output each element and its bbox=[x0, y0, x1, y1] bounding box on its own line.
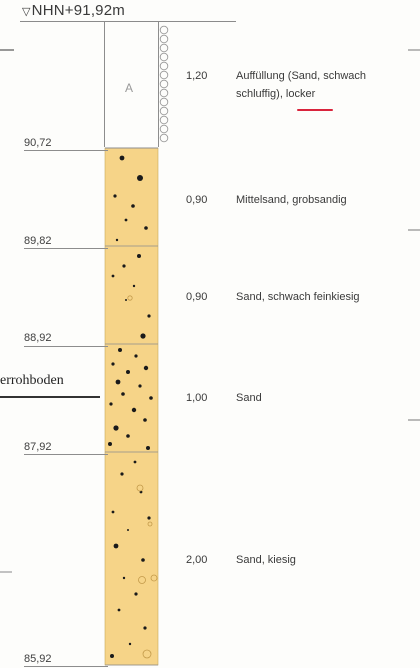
thickness-2: 0,90 bbox=[186, 194, 208, 206]
pebble-circles bbox=[127, 295, 158, 659]
soil-annotation: errohboden bbox=[0, 373, 64, 388]
annotation-line bbox=[0, 396, 100, 398]
thickness-3: 0,90 bbox=[186, 291, 208, 303]
fill-left-line bbox=[104, 22, 105, 147]
description-1: Auffüllung (Sand, schwach schluffig), lo… bbox=[236, 67, 366, 103]
elevation-line-2 bbox=[24, 248, 108, 249]
sand-column bbox=[104, 147, 159, 666]
elevation-line-4 bbox=[24, 454, 108, 455]
elevation-label-4: 87,92 bbox=[24, 441, 52, 453]
description-4: Sand bbox=[236, 392, 262, 404]
elevation-label-1: 90,72 bbox=[24, 137, 52, 149]
fill-circles bbox=[159, 25, 169, 143]
elevation-line-5 bbox=[24, 666, 108, 667]
gravel-dots bbox=[108, 155, 153, 658]
red-underline bbox=[297, 109, 333, 111]
elevation-label-5: 85,92 bbox=[24, 653, 52, 665]
fill-right-line bbox=[158, 22, 159, 147]
datum-triangle-icon: ▽ bbox=[22, 6, 31, 18]
thickness-1: 1,20 bbox=[186, 70, 208, 82]
thickness-4: 1,00 bbox=[186, 392, 208, 404]
fill-symbol: A bbox=[125, 81, 133, 95]
description-3: Sand, schwach feinkiesig bbox=[236, 291, 360, 303]
elevation-label-2: 89,82 bbox=[24, 235, 52, 247]
ground-line bbox=[20, 21, 236, 22]
elevation-label-3: 88,92 bbox=[24, 332, 52, 344]
description-2: Mittelsand, grobsandig bbox=[236, 194, 347, 206]
datum-value: NHN+91,92m bbox=[31, 2, 125, 19]
elevation-line-3 bbox=[24, 346, 108, 347]
description-1-line-2: schluffig), locker bbox=[236, 88, 316, 100]
elevation-line-1 bbox=[24, 150, 108, 151]
description-1-line-1: Auffüllung (Sand, schwach bbox=[236, 70, 367, 82]
thickness-5: 2,00 bbox=[186, 554, 208, 566]
description-5: Sand, kiesig bbox=[236, 554, 296, 566]
datum-label: ▽NHN+91,92m bbox=[22, 2, 125, 19]
